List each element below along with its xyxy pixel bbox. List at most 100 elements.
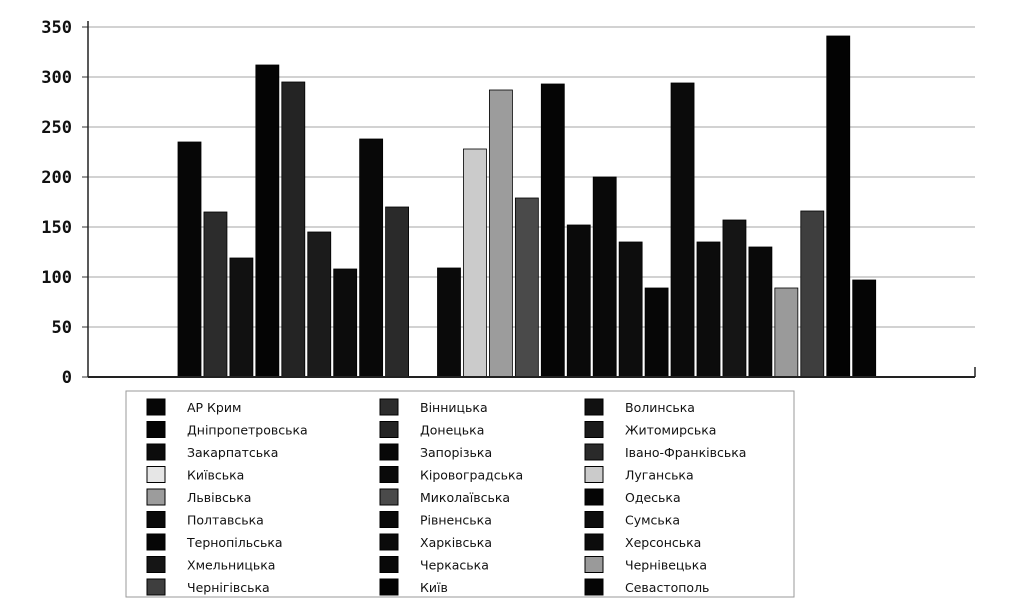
- legend-item: Чернівецька: [584, 556, 707, 573]
- legend-swatch: [379, 533, 399, 551]
- legend-label: Полтавська: [187, 513, 264, 528]
- legend-label: Луганська: [625, 468, 694, 483]
- legend-label: Закарпатська: [187, 445, 278, 460]
- legend-item: Львівська: [146, 488, 251, 506]
- bar: Закарпатська: 108: [333, 268, 358, 378]
- y-tick-label: 300: [41, 68, 72, 88]
- bar: Хмельницька: 157: [722, 219, 747, 378]
- legend-swatch: [146, 488, 166, 506]
- legend-item: Кіровоградська: [379, 466, 523, 483]
- legend-label: Одеська: [625, 490, 681, 505]
- legend-label: Івано-Франківська: [625, 445, 746, 460]
- legend-box: [125, 390, 795, 598]
- legend-swatch: [584, 443, 604, 461]
- legend-item: Житомирська: [584, 421, 716, 438]
- legend-item: Черкаська: [379, 556, 489, 573]
- legend-swatch: [146, 533, 166, 551]
- bar: Луганська: 228: [463, 148, 487, 378]
- legend-swatch: [379, 578, 399, 596]
- legend-swatch: [146, 556, 166, 573]
- legend-label: Донецька: [420, 423, 484, 438]
- legend-label: Харківська: [420, 535, 492, 550]
- legend-label: Миколаївська: [420, 490, 510, 505]
- y-tick-label: 150: [41, 218, 72, 238]
- legend-swatch: [584, 466, 604, 483]
- legend-swatch: [584, 511, 604, 528]
- legend-swatch: [379, 398, 399, 416]
- y-tick-label: 0: [62, 368, 72, 388]
- bar: Севастополь: 97: [852, 279, 877, 378]
- legend-item: Хмельницька: [146, 556, 275, 573]
- bar: Запорізька: 238: [359, 138, 384, 378]
- bar: Сумська: 135: [618, 241, 643, 378]
- bar: Миколаївська: 179: [514, 197, 539, 378]
- legend-label: Чернігівська: [187, 580, 270, 595]
- bar: Вінницька: 165: [203, 211, 228, 378]
- bars: АР Крим: 235Вінницька: 165Волинська: 119…: [177, 35, 877, 378]
- legend-label: Сумська: [625, 513, 680, 528]
- legend-item: Херсонська: [584, 533, 701, 551]
- legend-item: Закарпатська: [146, 443, 278, 461]
- legend-label: Севастополь: [625, 580, 709, 595]
- legend-swatch: [379, 511, 399, 528]
- bar: АР Крим: 235: [177, 141, 202, 378]
- legend-swatch: [584, 578, 604, 596]
- bar: Рівненська: 200: [592, 176, 617, 378]
- legend-item: Чернігівська: [146, 578, 270, 596]
- legend-item: Одеська: [584, 488, 681, 506]
- legend-swatch: [584, 533, 604, 551]
- bar: Тернопільська: 89: [644, 287, 669, 378]
- legend-label: Київська: [187, 468, 244, 483]
- bar: Кіровоградська: 109: [437, 267, 461, 378]
- legend-swatch: [379, 488, 399, 506]
- bar: Черкаська: 130: [748, 246, 773, 378]
- legend-item: Рівненська: [379, 511, 492, 528]
- bar: Чернівецька: 89: [774, 287, 799, 378]
- legend-item: Миколаївська: [379, 488, 510, 506]
- bar: Волинська: 119: [229, 257, 254, 378]
- legend-swatch: [584, 556, 604, 573]
- legend-swatch: [146, 443, 166, 461]
- bar: Житомирська: 145: [307, 231, 332, 378]
- legend: АР Крим Вінницька Волинська Дніпропетровськ…: [146, 398, 746, 596]
- y-tick-labels: 0 50 100 150 200 250 300 350: [41, 18, 72, 388]
- bar: Одеська: 293: [540, 83, 565, 378]
- legend-item: АР Крим: [146, 398, 241, 416]
- legend-item: Тернопільська: [146, 533, 283, 551]
- legend-label: Волинська: [625, 400, 695, 415]
- legend-label: Чернівецька: [625, 558, 707, 573]
- bar: Львівська: 287: [488, 89, 513, 378]
- bar: Полтавська: 152: [566, 224, 591, 378]
- legend-label: Вінницька: [420, 400, 488, 415]
- legend-item: Дніпропетровська: [146, 421, 308, 438]
- legend-swatch: [584, 398, 604, 416]
- bar: Харківська: 294: [670, 82, 695, 378]
- legend-item: Київ: [379, 578, 448, 596]
- y-tick-label: 50: [52, 318, 72, 338]
- legend-label: Львівська: [187, 490, 251, 505]
- y-tick-label: 250: [41, 118, 72, 138]
- bar: Київ: 341: [826, 35, 851, 378]
- legend-item: Київська: [146, 466, 244, 483]
- legend-label: Дніпропетровська: [187, 423, 308, 438]
- legend-swatch: [379, 443, 399, 461]
- y-tick-label: 100: [41, 268, 72, 288]
- legend-label: Київ: [420, 580, 448, 595]
- legend-swatch: [146, 511, 166, 528]
- legend-item: Харківська: [379, 533, 492, 551]
- legend-label: АР Крим: [187, 400, 241, 415]
- bar: Дніпропетровська: 312: [255, 64, 280, 378]
- legend-item: Волинська: [584, 398, 695, 416]
- legend-item: Вінницька: [379, 398, 488, 416]
- legend-label: Тернопільська: [186, 535, 283, 550]
- legend-swatch: [379, 466, 399, 483]
- legend-label: Рівненська: [420, 513, 492, 528]
- legend-swatch: [146, 466, 166, 483]
- legend-label: Хмельницька: [187, 558, 275, 573]
- legend-label: Черкаська: [420, 558, 489, 573]
- y-tick-label: 200: [41, 168, 72, 188]
- legend-item: Івано-Франківська: [584, 443, 746, 461]
- legend-item: Донецька: [379, 421, 484, 438]
- legend-item: Запорізька: [379, 443, 492, 461]
